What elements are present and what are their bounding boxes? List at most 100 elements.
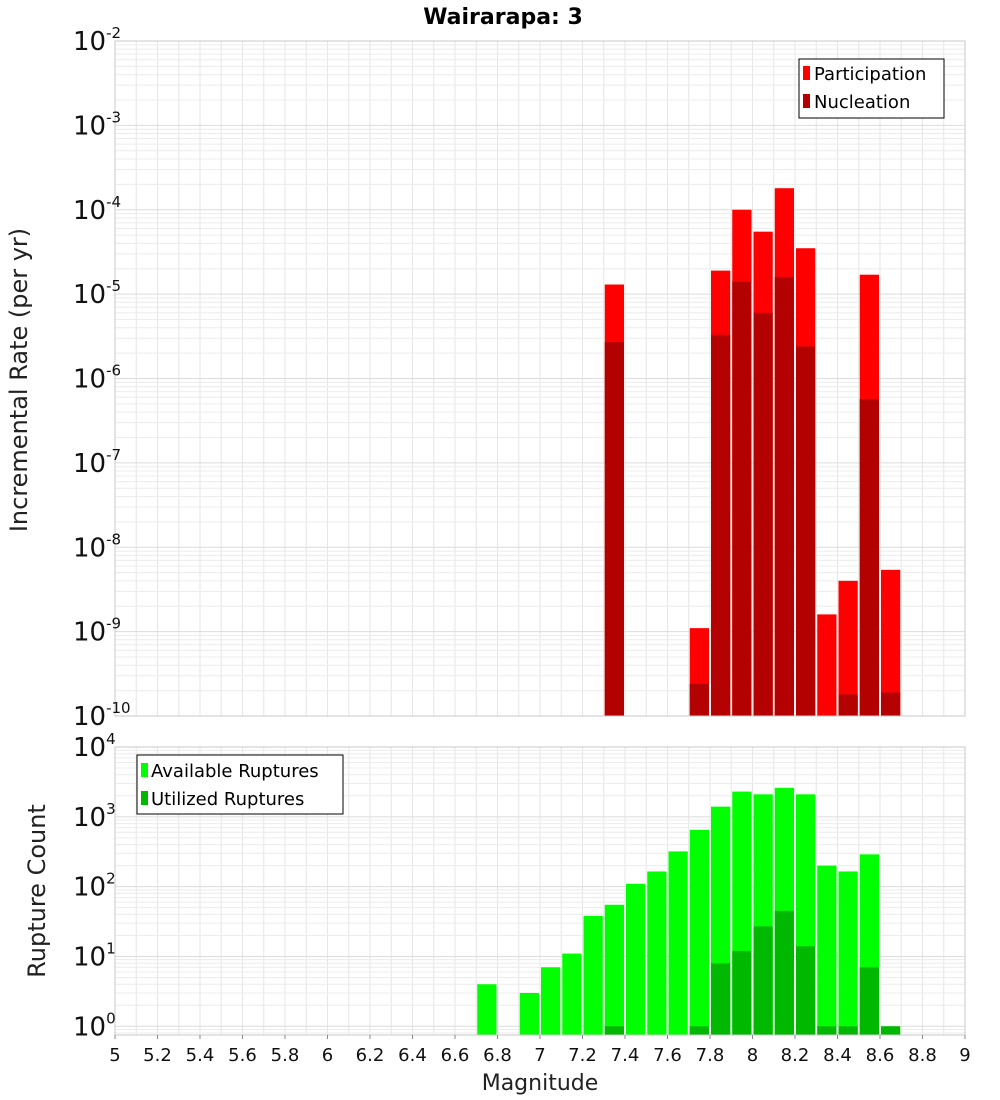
x-tick-label: 5.8 <box>271 1045 300 1066</box>
rate-y-tick-exponent: -4 <box>106 193 121 211</box>
x-tick-label: 8.2 <box>781 1045 810 1066</box>
count-bar-utilized-ruptures <box>689 1026 709 1035</box>
x-tick-label: 8.6 <box>866 1045 895 1066</box>
legend-label-participation: Participation <box>814 64 926 85</box>
rate-y-tick-label: 10-5 <box>73 277 121 310</box>
rate-bar-nucleation <box>732 281 752 716</box>
rate-y-tick-label: 10-2 <box>73 24 121 57</box>
count-plot-x-label: Magnitude <box>482 1071 599 1096</box>
count-y-tick-label: 104 <box>73 730 116 763</box>
rate-y-tick-label: 10-6 <box>73 362 121 395</box>
count-y-tick-label: 102 <box>73 870 116 903</box>
rate-bar-nucleation <box>796 346 816 716</box>
rate-y-tick-label: 10-10 <box>73 699 131 732</box>
rate-bar-participation <box>881 569 901 716</box>
x-tick-label: 5.4 <box>186 1045 215 1066</box>
rate-bar-nucleation <box>774 276 794 716</box>
count-bar-utilized-ruptures <box>774 910 794 1035</box>
count-bar-available-ruptures <box>668 851 688 1035</box>
count-bar-available-ruptures <box>689 829 709 1035</box>
count-bar-utilized-ruptures <box>604 1026 624 1035</box>
rate-plot-legend-box <box>798 58 945 119</box>
rate-bar-nucleation <box>753 312 773 716</box>
rate-y-tick-exponent: -10 <box>106 699 131 717</box>
rate-y-tick-exponent: -3 <box>106 108 121 126</box>
count-bar-available-ruptures <box>477 984 497 1035</box>
x-tick-label: 7 <box>534 1045 545 1066</box>
rate-bar-nucleation <box>689 683 709 716</box>
count-bar-available-ruptures <box>817 865 837 1035</box>
rate-plot-frame <box>114 40 966 717</box>
legend-swatch-nucleation <box>803 94 810 108</box>
x-tick-label: 8.4 <box>823 1045 852 1066</box>
count-bar-available-ruptures <box>519 992 539 1035</box>
count-bar-utilized-ruptures <box>859 967 879 1035</box>
rate-y-tick-exponent: -7 <box>106 446 121 464</box>
count-bar-utilized-ruptures <box>711 963 731 1035</box>
x-tick-label: 9 <box>959 1045 970 1066</box>
x-tick-label: 8 <box>747 1045 758 1066</box>
count-plot-legend: Available Ruptures Utilized Ruptures <box>136 754 344 815</box>
x-tick-label: 6.6 <box>441 1045 470 1066</box>
rate-y-tick-label: 10-8 <box>73 530 121 563</box>
x-tick-label: 6 <box>322 1045 333 1066</box>
rate-plot-y-label: Incremental Rate (per yr) <box>5 228 33 532</box>
x-tick-label: 6.2 <box>356 1045 385 1066</box>
legend-label-nucleation: Nucleation <box>814 92 910 113</box>
x-tick-label: 5 <box>109 1045 120 1066</box>
rate-y-tick-exponent: -2 <box>106 24 121 42</box>
count-y-tick-exponent: 2 <box>106 870 116 888</box>
count-bar-available-ruptures <box>626 883 646 1035</box>
rate-y-tick-label: 10-9 <box>73 615 121 648</box>
count-bar-available-ruptures <box>562 953 582 1035</box>
count-y-tick-label: 101 <box>73 939 116 972</box>
count-bar-utilized-ruptures <box>796 946 816 1035</box>
rate-plot: 10-10 10-9 10-8 10-7 10-6 10-5 10-4 10-3 10-2 In… <box>5 24 966 732</box>
count-y-tick-label: 103 <box>73 800 116 833</box>
rate-bar-nucleation <box>881 692 901 716</box>
legend-swatch-available <box>141 763 148 777</box>
rate-plot-y-ticks: 10-10 10-9 10-8 10-7 10-6 10-5 10-4 10-3 10-2 <box>73 24 131 732</box>
x-tick-label: 6.8 <box>483 1045 512 1066</box>
count-bar-available-ruptures <box>583 915 603 1035</box>
rate-plot-bars <box>604 188 901 717</box>
rate-bar-nucleation <box>859 399 879 716</box>
count-y-tick-exponent: 0 <box>106 1009 116 1027</box>
rate-bar-nucleation <box>604 342 624 716</box>
rate-y-tick-exponent: -6 <box>106 362 121 380</box>
count-bar-utilized-ruptures <box>732 950 752 1035</box>
x-tick-label: 7.6 <box>653 1045 682 1066</box>
rate-plot-legend: Participation Nucleation <box>798 58 945 119</box>
rate-bar-nucleation <box>838 694 858 716</box>
rate-bar-participation <box>817 614 837 716</box>
rate-y-tick-label: 10-4 <box>73 193 121 226</box>
chart-title: Wairarapa: 3 <box>423 5 583 30</box>
count-bar-utilized-ruptures <box>753 926 773 1035</box>
x-tick-label: 7.4 <box>611 1045 640 1066</box>
count-y-tick-exponent: 3 <box>106 800 116 818</box>
count-bar-available-ruptures <box>604 904 624 1035</box>
rate-y-tick-label: 10-3 <box>73 108 121 141</box>
legend-swatch-utilized <box>141 791 148 805</box>
count-bar-available-ruptures <box>647 871 667 1035</box>
count-y-tick-exponent: 1 <box>106 939 116 957</box>
rate-y-tick-label: 10-7 <box>73 446 121 479</box>
x-tick-label: 6.4 <box>398 1045 427 1066</box>
count-y-tick-exponent: 4 <box>106 730 116 748</box>
legend-label-utilized: Utilized Ruptures <box>151 789 304 810</box>
x-tick-label: 5.2 <box>143 1045 172 1066</box>
count-bar-utilized-ruptures <box>817 1026 837 1035</box>
rate-plot-grid <box>114 40 966 717</box>
rate-y-tick-exponent: -8 <box>106 530 121 548</box>
count-plot-x-ticks: 5 5.2 5.4 5.6 5.8 6 6.2 6.4 6.6 6.8 7 7.2 7.4 7.6 7.8 8… <box>109 1035 971 1066</box>
count-plot-y-label: Rupture Count <box>23 804 51 978</box>
count-y-tick-label: 100 <box>73 1009 116 1042</box>
count-bar-utilized-ruptures <box>838 1026 858 1035</box>
count-bar-available-ruptures <box>838 871 858 1035</box>
rate-y-tick-exponent: -5 <box>106 277 121 295</box>
count-plot-legend-box <box>136 754 344 815</box>
x-tick-label: 7.2 <box>568 1045 597 1066</box>
